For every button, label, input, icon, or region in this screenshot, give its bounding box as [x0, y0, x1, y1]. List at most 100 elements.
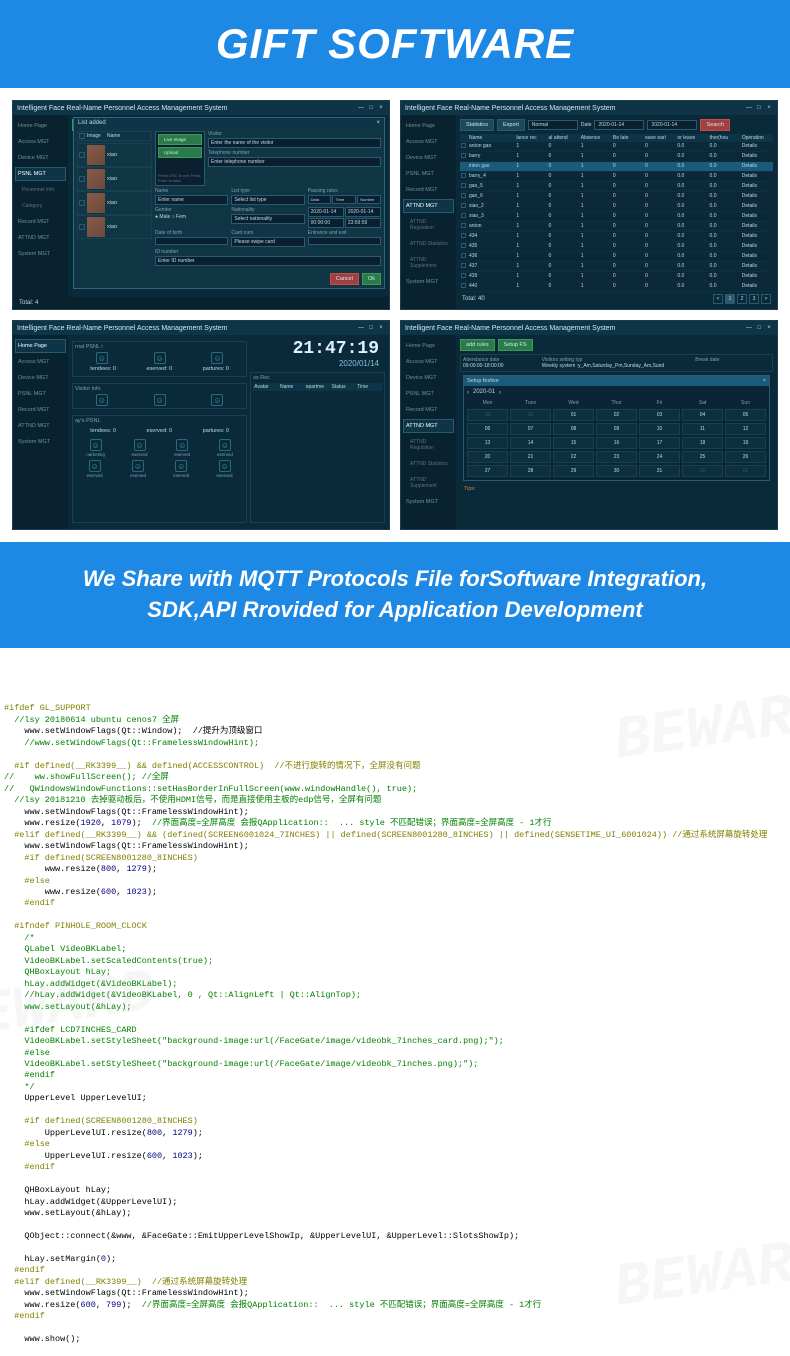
calendar-day[interactable]: 04: [682, 409, 723, 421]
stats-button[interactable]: Statistics: [460, 119, 494, 131]
live-image-button[interactable]: Live Image: [158, 134, 202, 145]
sidebar-item-psnl[interactable]: PSNL MGT: [15, 167, 66, 181]
sidebar-item-system[interactable]: System MGT: [15, 247, 66, 261]
sidebar-item-system[interactable]: System MGT: [403, 495, 454, 509]
page-button[interactable]: 1: [725, 294, 735, 304]
row-checkbox[interactable]: [460, 283, 468, 290]
min-icon[interactable]: —: [357, 104, 365, 112]
table-row[interactable]: anton gao101000.00.0Details: [460, 142, 773, 152]
calendar-day[interactable]: 14: [510, 437, 551, 449]
calendar-day[interactable]: 19: [725, 437, 766, 449]
cell[interactable]: Details: [741, 283, 773, 290]
calendar-day[interactable]: 03: [639, 409, 680, 421]
phone-input[interactable]: Enter telephone number: [208, 157, 381, 167]
sidebar-item-system[interactable]: System MGT: [15, 435, 66, 449]
table-row[interactable]: xiao_2101000.00.0Details: [460, 202, 773, 212]
calendar-day[interactable]: 16: [596, 437, 637, 449]
row-checkbox[interactable]: [460, 223, 468, 230]
calendar-day[interactable]: 13: [467, 437, 508, 449]
calendar-day[interactable]: 01: [553, 409, 594, 421]
row-checkbox[interactable]: [460, 253, 468, 260]
sidebar-item-access[interactable]: Access MGT: [15, 355, 66, 369]
page-button[interactable]: 2: [737, 294, 747, 304]
table-row[interactable]: 434101000.00.0Details: [460, 232, 773, 242]
checkbox[interactable]: [79, 152, 85, 158]
table-row[interactable]: gao_6101000.00.0Details: [460, 192, 773, 202]
calendar-day[interactable]: 01: [682, 465, 723, 477]
row-checkbox[interactable]: [460, 263, 468, 270]
sidebar-sub-item[interactable]: Personnel Info: [15, 183, 66, 197]
table-row[interactable]: 436101000.00.0Details: [460, 252, 773, 262]
calendar-day[interactable]: 17: [639, 437, 680, 449]
table-row[interactable]: 437101000.00.0Details: [460, 262, 773, 272]
cell[interactable]: Details: [741, 153, 773, 160]
table-row[interactable]: barry101000.00.0Details: [460, 152, 773, 162]
calendar-day[interactable]: 31: [639, 465, 680, 477]
sidebar-item-access[interactable]: Access MGT: [15, 135, 66, 149]
sidebar-item-attnd[interactable]: ATTND MGT: [15, 231, 66, 245]
min-icon[interactable]: —: [745, 104, 753, 112]
sidebar-item-device[interactable]: Device MGT: [403, 371, 454, 385]
sidebar-item-device[interactable]: Device MGT: [15, 151, 66, 165]
sidebar-item-access[interactable]: Access MGT: [403, 135, 454, 149]
row-checkbox[interactable]: [460, 193, 468, 200]
time-from[interactable]: 00:00:00: [308, 218, 344, 228]
max-icon[interactable]: □: [755, 324, 763, 332]
calendar-day[interactable]: 27: [467, 465, 508, 477]
sidebar-item-device[interactable]: Device MGT: [15, 371, 66, 385]
sidebar-item-home[interactable]: Home Page: [403, 339, 454, 353]
cell[interactable]: Details: [741, 203, 773, 210]
table-row[interactable]: 435101000.00.0Details: [460, 242, 773, 252]
ok-button[interactable]: Ok: [362, 273, 381, 285]
date-to[interactable]: 2020-01-14: [345, 207, 381, 217]
calendar-day[interactable]: 21: [510, 451, 551, 463]
sidebar-item-system[interactable]: System MGT: [403, 275, 454, 289]
cell[interactable]: Details: [741, 213, 773, 220]
calendar-day[interactable]: 09: [596, 423, 637, 435]
card-input[interactable]: Please swipe card: [231, 237, 304, 247]
cell[interactable]: Details: [741, 193, 773, 200]
table-row[interactable]: 440101000.00.0Details: [460, 282, 773, 292]
sidebar-item-home[interactable]: Home Page: [15, 119, 66, 133]
dob-input[interactable]: [155, 237, 228, 245]
cell[interactable]: Details: [741, 253, 773, 260]
table-row[interactable]: inton gao101000.00.0Details: [460, 162, 773, 172]
sidebar-item-psnl[interactable]: PSNL MGT: [15, 387, 66, 401]
row-checkbox[interactable]: [460, 183, 468, 190]
cell[interactable]: Details: [741, 143, 773, 150]
export-button[interactable]: Export: [497, 119, 525, 131]
dept-icon-item[interactable]: ☺eserved: [87, 460, 103, 478]
dept-icon-item[interactable]: ☺eserved: [132, 439, 148, 457]
row-checkbox[interactable]: [460, 203, 468, 210]
dept-icon-item[interactable]: ☺eserved: [130, 460, 146, 478]
calendar-day[interactable]: 29: [553, 465, 594, 477]
dialog-close-icon[interactable]: ×: [763, 378, 766, 384]
sidebar-item-attnd[interactable]: ATTND MGT: [403, 199, 454, 213]
calendar-day[interactable]: 26: [725, 451, 766, 463]
sidebar-item-record[interactable]: Record MGT: [15, 215, 66, 229]
calendar-day[interactable]: 31: [510, 409, 551, 421]
setup-fs-button[interactable]: Setup FS: [498, 339, 533, 351]
calendar-day[interactable]: 12: [725, 423, 766, 435]
calendar-day[interactable]: 30: [596, 465, 637, 477]
checkbox[interactable]: [79, 133, 85, 139]
sidebar-sub-item[interactable]: ATTND Supplement: [403, 473, 454, 493]
table-row[interactable]: barry_4101000.00.0Details: [460, 172, 773, 182]
sidebar-item-attnd[interactable]: ATTND MGT: [15, 419, 66, 433]
filter-select[interactable]: Normal: [528, 120, 578, 130]
calendar-day[interactable]: 23: [596, 451, 637, 463]
row-checkbox[interactable]: [460, 233, 468, 240]
entrance-input[interactable]: [308, 237, 381, 245]
sidebar-item-record[interactable]: Record MGT: [15, 403, 66, 417]
page-button[interactable]: >: [761, 294, 771, 304]
calendar-day[interactable]: 30: [467, 409, 508, 421]
sidebar-sub-item[interactable]: ATTND Supplement: [403, 253, 454, 273]
sidebar-sub-item[interactable]: ATTND Regulation: [403, 435, 454, 455]
cell[interactable]: Details: [741, 233, 773, 240]
id-input[interactable]: Enter ID number: [155, 256, 381, 266]
calendar-day[interactable]: 06: [467, 423, 508, 435]
gender-radio[interactable]: ● Male ○ Fem: [155, 214, 228, 220]
time-to[interactable]: 23:59:59: [345, 218, 381, 228]
calendar-day[interactable]: 18: [682, 437, 723, 449]
row-checkbox[interactable]: [460, 143, 468, 150]
